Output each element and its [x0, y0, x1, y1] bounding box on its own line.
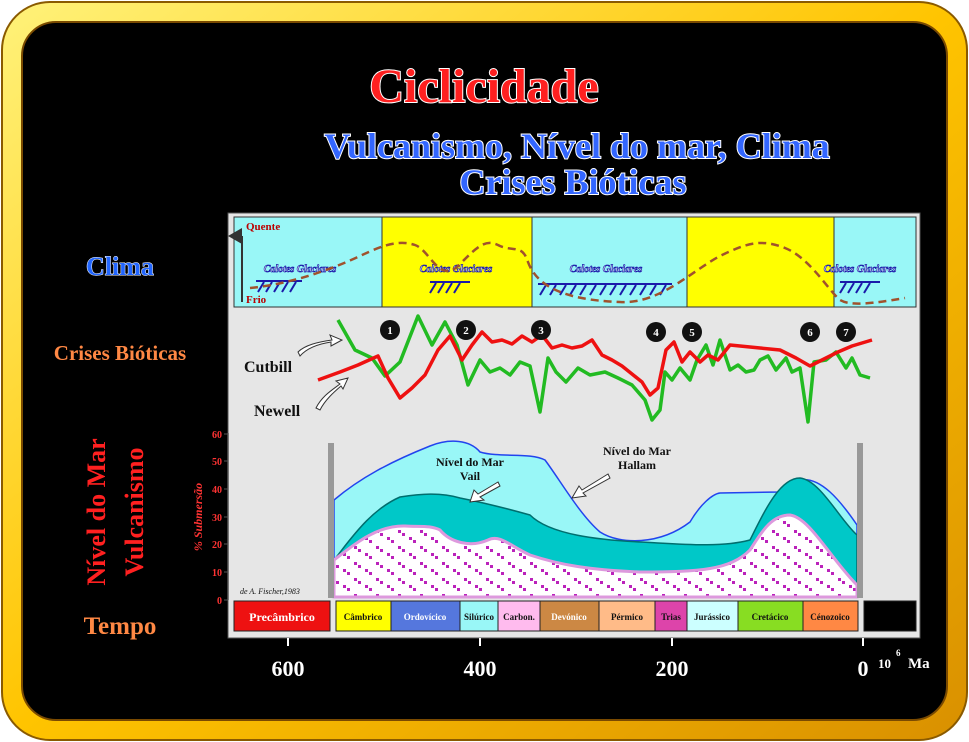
vail-pointer	[469, 481, 501, 503]
climate-band: Quente Frio Calotes Glaciares Calotes Gl…	[228, 216, 917, 308]
svg-text:60: 60	[212, 430, 222, 441]
climate-glacial-3	[833, 216, 917, 308]
climate-glacial-2	[531, 216, 688, 308]
label-nivel-do-mar: Nível do Mar	[82, 438, 111, 585]
svg-text:5: 5	[689, 327, 695, 339]
svg-text:50: 50	[212, 457, 222, 468]
label-hallam-line2: Hallam	[618, 458, 656, 472]
ice-label-3: Calotes Glaciares	[570, 264, 643, 275]
svg-text:Cénozoico: Cénozoico	[810, 612, 850, 622]
label-crises-bioticas: Crises Bióticas	[54, 341, 186, 365]
label-cutbill: Cutbill	[244, 359, 293, 376]
volcanism-area	[332, 513, 859, 599]
label-hallam-line1: Nível do Mar	[603, 444, 672, 458]
time-tick-200: 200	[656, 656, 689, 681]
svg-text:Trias: Trias	[661, 612, 681, 622]
svg-text:Silúrico: Silúrico	[464, 612, 495, 622]
crisis-marker-5: 5	[682, 322, 702, 342]
svg-text:Cretácico: Cretácico	[752, 612, 789, 622]
crisis-marker-4: 4	[646, 322, 666, 342]
period-bar: Precâmbrico Câmbrico Ordovícico Silúrico…	[233, 600, 917, 632]
period-cretacico: Cretácico	[737, 600, 804, 632]
label-frio: Frio	[246, 294, 267, 306]
time-tick-600: 600	[272, 656, 305, 681]
crisis-marker-3: 3	[531, 320, 551, 340]
time-unit-base: 10	[878, 656, 891, 671]
crisis-marker-6: 6	[800, 322, 820, 342]
time-axis: 600 400 200 0 10 6 Ma	[272, 638, 930, 681]
period-permico: Pérmico	[598, 600, 656, 632]
svg-text:20: 20	[212, 540, 222, 551]
time-unit-exp: 6	[896, 648, 901, 658]
label-vail-line1: Nível do Mar	[436, 455, 505, 469]
ice-label-2: Calotes Glaciares	[420, 264, 493, 275]
climate-warm-1	[381, 216, 533, 308]
sea-y-ticks: 60 50 40 30 20 10 0	[212, 430, 222, 607]
period-ordovicico: Ordovícico	[390, 600, 461, 632]
ice-label-4: Calotes Glaciares	[824, 264, 897, 275]
svg-text:Jurássico: Jurássico	[694, 612, 731, 622]
svg-text:2: 2	[463, 325, 469, 337]
svg-text:3: 3	[538, 325, 544, 337]
crisis-marker-7: 7	[836, 322, 856, 342]
period-cambrico: Câmbrico	[335, 600, 392, 632]
cutbill-pointer	[297, 334, 344, 357]
label-vail-line2: Vail	[460, 469, 481, 483]
svg-text:Carbon.: Carbon.	[503, 612, 535, 622]
page-title: Ciclicidade	[369, 60, 598, 113]
period-devonico: Devónico	[539, 600, 600, 632]
period-silurico: Silúrico	[459, 600, 499, 632]
crises-band: 1 2 3 4 5 6 7 Cutbill Newell	[234, 309, 916, 427]
svg-text:Pérmico: Pérmico	[611, 612, 643, 622]
period-future	[863, 600, 917, 632]
svg-text:6: 6	[807, 327, 813, 339]
period-precambrico: Precâmbrico	[233, 600, 331, 632]
svg-text:40: 40	[212, 485, 222, 496]
subtitle-line-1: Vulcanismo, Nível do mar, Clima	[324, 126, 829, 166]
svg-text:Precâmbrico: Precâmbrico	[249, 610, 315, 624]
hallam-pointer	[571, 473, 611, 499]
time-tick-0: 0	[858, 656, 869, 681]
cutbill-curve	[336, 314, 871, 424]
period-trias: Trias	[654, 600, 688, 632]
period-carbon: Carbon.	[497, 600, 541, 632]
newell-pointer	[315, 377, 349, 411]
time-unit: Ma	[908, 656, 930, 672]
subtitle-line-2: Crises Bióticas	[460, 162, 687, 202]
svg-text:Ordovícico: Ordovícico	[404, 612, 447, 622]
label-quente: Quente	[246, 221, 280, 233]
label-tempo: Tempo	[84, 613, 157, 640]
credit: de A. Fischer,1983	[240, 587, 300, 596]
sea-right-post	[857, 443, 863, 598]
svg-text:30: 30	[212, 513, 222, 524]
crisis-marker-1: 1	[380, 320, 400, 340]
period-cenozoico: Cénozoico	[802, 600, 859, 632]
sea-y-label: % Submersão	[191, 483, 205, 551]
svg-text:1: 1	[387, 325, 393, 337]
sea-level-chart: 60 50 40 30 20 10 0 % Submersão Nível do…	[191, 430, 863, 607]
label-clima: Clima	[86, 252, 154, 281]
climate-warm-2	[686, 216, 835, 308]
svg-text:10: 10	[212, 568, 222, 579]
label-newell: Newell	[254, 403, 301, 420]
time-tick-400: 400	[464, 656, 497, 681]
climate-curve	[249, 241, 906, 305]
svg-text:Câmbrico: Câmbrico	[344, 612, 383, 622]
svg-text:4: 4	[653, 327, 659, 339]
newell-curve	[317, 330, 873, 400]
svg-text:Devónico: Devónico	[551, 612, 587, 622]
period-jurassico: Jurássico	[686, 600, 739, 632]
svg-text:7: 7	[843, 327, 849, 339]
label-vulcanismo: Vulcanismo	[120, 447, 149, 576]
ice-label-1: Calotes Glaciares	[264, 264, 337, 275]
crisis-marker-2: 2	[456, 320, 476, 340]
sea-left-post	[328, 443, 334, 598]
svg-text:0: 0	[217, 596, 222, 607]
